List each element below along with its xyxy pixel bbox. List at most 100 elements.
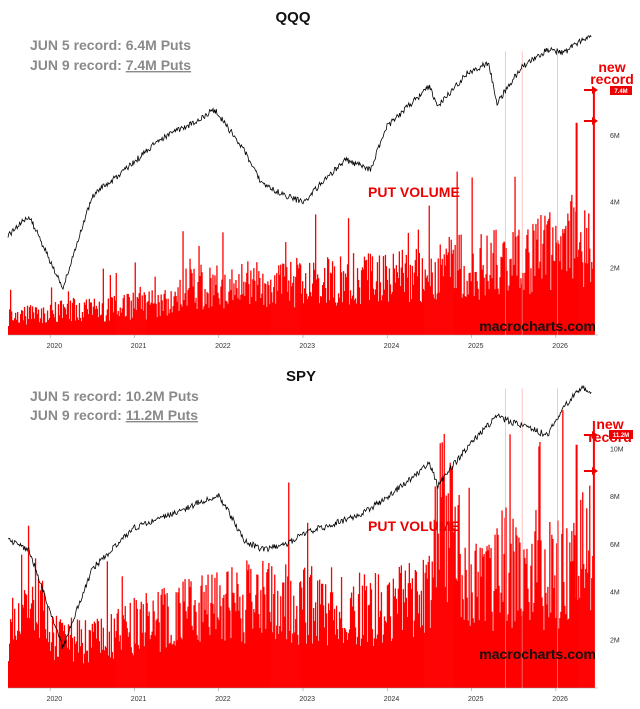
put-volume-bar [537, 218, 539, 335]
put-volume-bar [20, 314, 22, 335]
put-volume-bar [392, 578, 394, 688]
put-volume-bar [144, 632, 146, 688]
put-volume-bar [551, 254, 553, 335]
put-volume-bar [453, 288, 455, 335]
put-volume-bar [151, 631, 153, 688]
put-volume-bar [299, 582, 301, 688]
put-volume-bar [326, 302, 328, 335]
put-volume-bar [23, 607, 25, 688]
put-volume-bar [565, 614, 567, 688]
put-volume-bar [423, 632, 425, 688]
put-volume-bar [98, 301, 100, 335]
put-volume-bar [585, 568, 587, 688]
put-volume-bar [20, 633, 22, 688]
put-volume-bar [529, 294, 531, 335]
put-volume-bar [482, 265, 484, 335]
put-volume-bar [276, 273, 278, 335]
put-volume-bar [290, 580, 292, 688]
put-volume-bar [370, 271, 373, 335]
put-volume-bar [8, 326, 10, 335]
put-volume-bar [463, 619, 465, 688]
put-volume-bar [269, 304, 271, 335]
put-volume-bar [446, 602, 448, 688]
put-volume-bar [462, 599, 464, 688]
put-volume-bar [285, 564, 287, 688]
put-volume-bar [402, 589, 404, 688]
put-volume-bar [342, 271, 345, 335]
put-volume-bar [459, 553, 461, 688]
put-volume-bar [271, 566, 273, 688]
put-volume-bar [367, 605, 370, 688]
put-volume-bar [13, 320, 15, 335]
x-tick-label: 2025 [468, 696, 484, 703]
put-volume-bar [81, 312, 84, 335]
put-volume-bar [288, 280, 290, 335]
put-volume-bar [535, 510, 537, 688]
put-volume-bar [262, 560, 264, 688]
put-volume-bar [206, 292, 208, 335]
put-volume-bar [72, 661, 75, 688]
put-volume-bar [448, 236, 450, 335]
put-volume-bar [372, 646, 375, 688]
put-volume-bar [294, 632, 296, 688]
put-volume-bar [217, 617, 219, 688]
put-volume-bar [391, 638, 394, 688]
put-volume-bar [527, 229, 529, 335]
put-volume-bar [422, 288, 424, 335]
put-volume-bar [330, 592, 332, 688]
put-volume-bar [126, 293, 128, 335]
put-volume-bar [270, 279, 272, 335]
put-volume-bar [363, 256, 366, 335]
put-volume-bar [373, 638, 376, 688]
put-volume-bar [245, 609, 247, 688]
put-volume-bar [183, 601, 185, 688]
put-volume-bar [554, 261, 556, 335]
put-volume-bar [194, 600, 196, 688]
put-volume-bar [334, 302, 337, 335]
put-volume-bar [480, 234, 482, 335]
put-volume-bar [281, 631, 283, 688]
put-volume-bar [518, 229, 520, 335]
put-volume-bar [249, 593, 251, 688]
put-volume-bar [534, 276, 536, 335]
put-volume-bar [522, 611, 524, 688]
put-volume-bar [39, 318, 42, 335]
put-volume-bar [159, 651, 161, 688]
put-volume-bar [466, 597, 468, 688]
put-volume-bar [228, 291, 230, 335]
put-volume-bar [71, 303, 74, 335]
put-volume-bar [152, 600, 154, 688]
put-volume-bar [50, 287, 53, 335]
put-volume-bar [499, 612, 501, 688]
put-volume-bar [488, 544, 490, 688]
put-volume-bar [130, 647, 132, 688]
put-volume-bar [305, 273, 307, 335]
put-volume-bar [333, 266, 336, 335]
put-volume-bar [147, 301, 149, 335]
put-volume-bar [209, 267, 211, 335]
put-volume-bar [137, 645, 139, 688]
put-volume-bar [340, 272, 343, 335]
put-volume-bar [336, 302, 339, 335]
put-volume-bar [460, 234, 462, 335]
put-volume-bar [280, 596, 282, 688]
put-volume-bar [500, 256, 502, 335]
put-volume-bar [100, 314, 102, 335]
put-volume-bar [422, 559, 424, 688]
put-volume-bar [53, 317, 56, 335]
put-volume-bar [590, 281, 592, 335]
put-volume-bar [201, 272, 203, 335]
put-volume-bar [434, 486, 436, 688]
put-volume-bar [149, 304, 151, 335]
put-volume-bar [261, 632, 263, 688]
put-volume-bar [286, 639, 288, 688]
put-volume-bar [474, 272, 476, 335]
put-volume-bar [549, 212, 551, 335]
put-volume-bar [254, 280, 256, 335]
put-volume-bar [112, 312, 114, 335]
put-volume-bar [410, 589, 412, 688]
put-volume-bar [567, 213, 569, 335]
put-volume-bar [412, 284, 414, 335]
put-volume-bar [43, 593, 46, 688]
put-volume-bar [229, 610, 231, 688]
